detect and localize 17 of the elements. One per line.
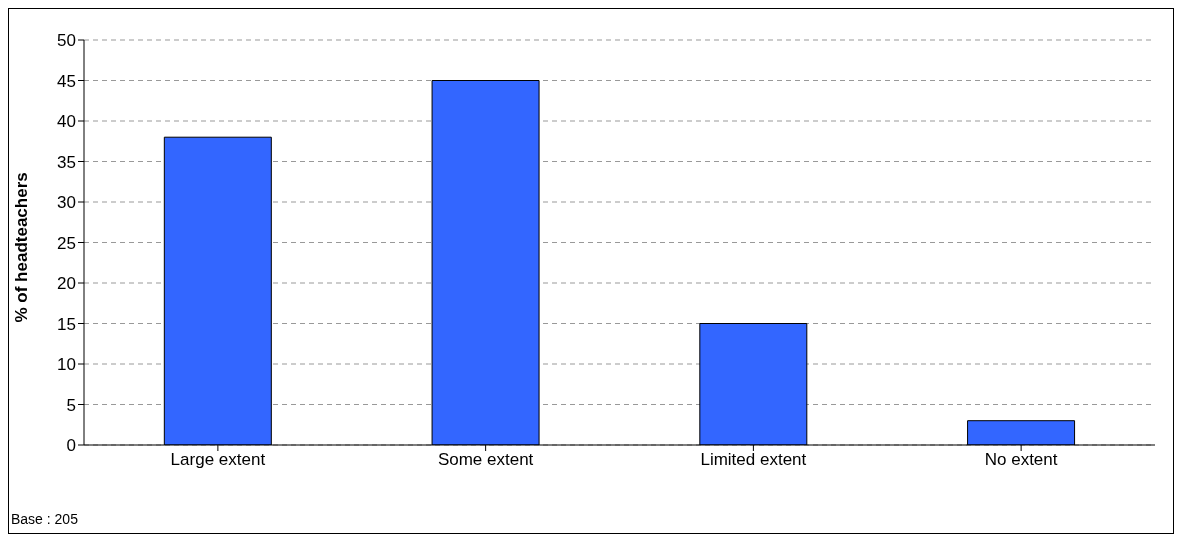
y-tick-label: 10 <box>57 355 76 375</box>
y-tick-label: 15 <box>57 314 76 334</box>
y-tick-label: 0 <box>66 436 76 456</box>
y-tick-label: 5 <box>66 395 76 415</box>
text: Base : 205 <box>11 511 78 527</box>
y-axis-title: % of headteachers <box>12 172 32 323</box>
x-tick-label: No extent <box>984 450 1058 470</box>
y-tick-label: 50 <box>57 31 76 51</box>
y-tick-label: 20 <box>57 274 76 294</box>
y-tick-label: 25 <box>57 233 76 253</box>
y-tick-label: 35 <box>57 152 76 172</box>
x-tick-label: Some extent <box>437 450 534 470</box>
y-tick-label: 40 <box>57 112 76 132</box>
x-tick-label: Large extent <box>170 450 266 470</box>
x-tick-label: Limited extent <box>700 450 807 470</box>
y-tick-label: 30 <box>57 193 76 213</box>
y-tick-label: 45 <box>57 71 76 91</box>
